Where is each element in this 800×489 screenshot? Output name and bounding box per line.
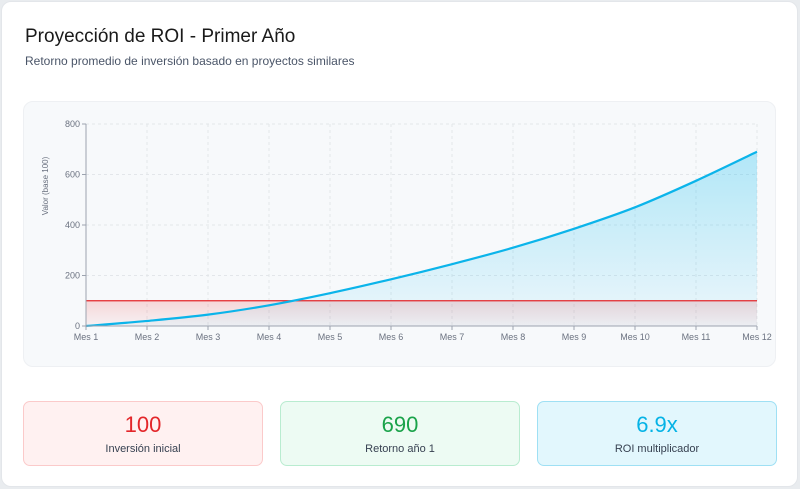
stat-label-roi: ROI multiplicador	[614, 443, 700, 455]
x-tick-label: Mes 4	[257, 332, 282, 342]
page-title: Proyección de ROI - Primer Año	[25, 26, 296, 47]
x-tick-label: Mes 9	[562, 332, 587, 342]
x-tick-label: Mes 10	[620, 332, 650, 342]
stat-value-investment: 100	[124, 412, 162, 437]
chart-container: 0 200 400 600 800 Mes 1 Mes 2 Mes 3 Mes 4 Mes 5 Me…	[23, 101, 776, 367]
stat-label-return: Retorno año 1	[365, 443, 435, 455]
y-tick-label: 200	[65, 271, 80, 281]
series-line-return	[85, 150, 758, 328]
x-tick-label: Mes 12	[742, 332, 772, 342]
x-tick-label: Mes 8	[501, 332, 526, 342]
x-tick-label: Mes 7	[440, 332, 465, 342]
roi-chart: 0 200 400 600 800 Mes 1 Mes 2 Mes 3 Mes 4 Mes 5 Me…	[41, 119, 772, 342]
x-tick-label: Mes 3	[196, 332, 221, 342]
y-tick-label: 400	[65, 220, 80, 230]
series-area-return	[86, 151, 757, 326]
x-tick-label: Mes 6	[379, 332, 404, 342]
page-subtitle: Retorno promedio de inversión basado en …	[25, 54, 355, 68]
x-tick-label: Mes 11	[682, 332, 711, 342]
y-tick-label: 800	[65, 119, 80, 129]
stat-value-return: 690	[381, 412, 419, 437]
x-tick-label: Mes 1	[74, 332, 99, 342]
stat-card-roi: 6.9x ROI multiplicador	[537, 401, 777, 466]
y-axis-label: Valor (base 100)	[41, 156, 50, 215]
stat-card-return: 690 Retorno año 1	[280, 401, 520, 466]
stat-card-investment: 100 Inversión inicial	[23, 401, 263, 466]
stat-value-roi: 6.9x	[636, 412, 678, 437]
y-tick-label: 600	[65, 170, 80, 180]
y-tick-label: 0	[75, 321, 80, 331]
x-tick-label: Mes 5	[318, 332, 343, 342]
stat-label-investment: Inversión inicial	[105, 443, 181, 455]
x-tick-label: Mes 2	[135, 332, 160, 342]
